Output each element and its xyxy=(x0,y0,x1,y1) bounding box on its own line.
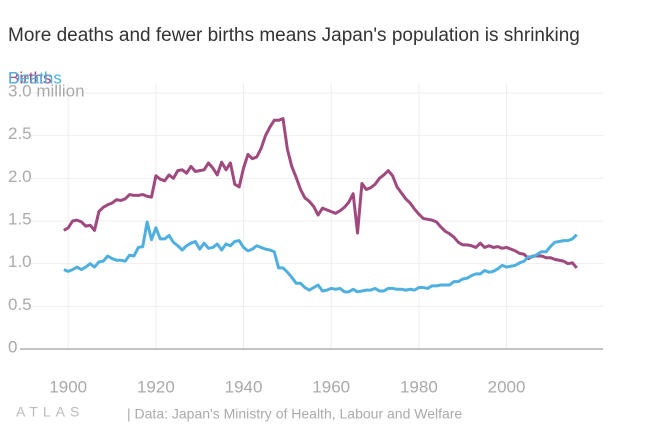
x-tick-label: 1960 xyxy=(312,377,350,396)
y-tick-label: 2.0 xyxy=(8,167,32,186)
x-tick-label: 1980 xyxy=(400,377,438,396)
line xyxy=(63,117,578,269)
chart-title: More deaths and fewer births means Japan… xyxy=(8,25,580,46)
y-tick-label: 1.5 xyxy=(8,209,32,228)
y-tick-label: 0.5 xyxy=(8,295,32,314)
x-tick-label: 1940 xyxy=(225,377,263,396)
legend-label: Births xyxy=(8,68,51,87)
y-tick-label: 3.0 million xyxy=(8,81,85,100)
source: | Data: Japan's Ministry of Health, Labo… xyxy=(127,406,462,422)
x-tick-label: 1920 xyxy=(137,377,175,396)
y-tick-label: 1.0 xyxy=(8,252,32,271)
x-tick-label: 2000 xyxy=(488,377,526,396)
legend-label: Deaths xyxy=(8,68,62,87)
y-tick-label: 0 xyxy=(8,337,17,356)
y-tick-label: 2.5 xyxy=(8,124,32,143)
line xyxy=(63,220,578,294)
x-tick-label: 1900 xyxy=(49,377,87,396)
logo: ATLAS xyxy=(16,404,84,420)
